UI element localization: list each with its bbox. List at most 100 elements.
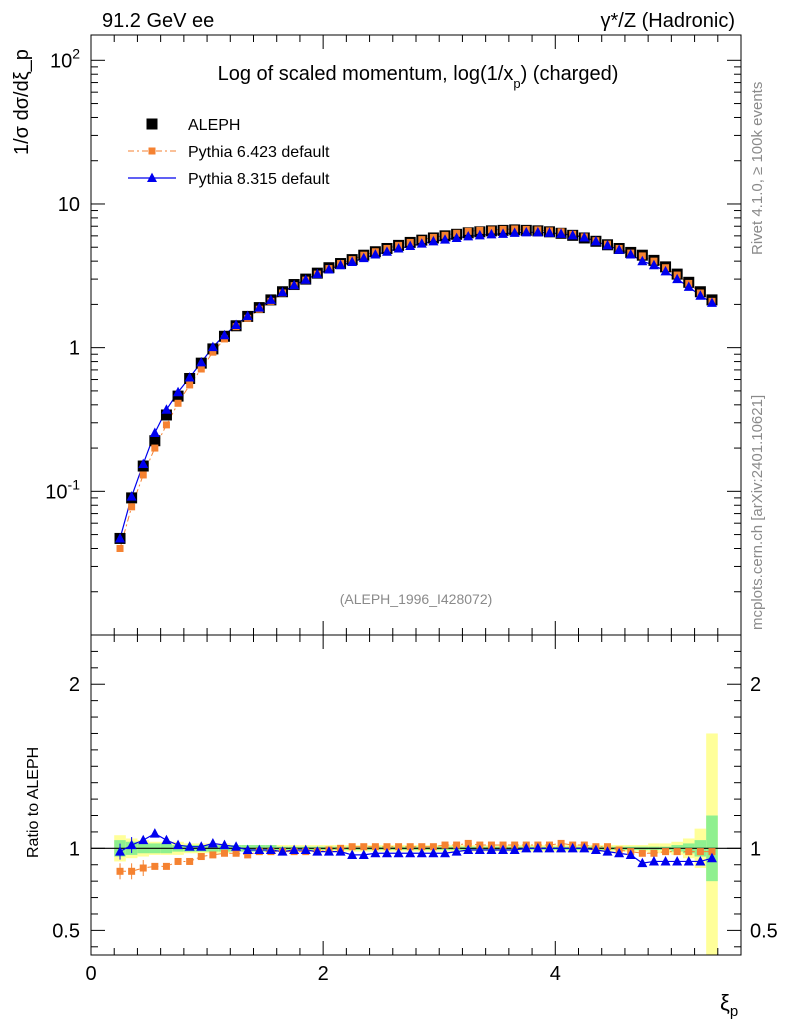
pythia6-point <box>128 503 136 511</box>
pythia6-point <box>197 365 205 373</box>
ratio-pythia6-point <box>128 867 136 875</box>
ratio-pythia8-point <box>521 842 532 853</box>
ratio-pythia8-point <box>300 844 311 855</box>
ratio-y-tick-label: 1 <box>69 838 80 860</box>
ratio-pythia8-point <box>474 844 485 855</box>
pythia8-point <box>300 274 311 284</box>
pythia8-point <box>219 329 230 340</box>
ratio-pythia6-point <box>453 841 461 849</box>
ratio-pythia8-point <box>184 841 195 851</box>
ratio-pythia8-point <box>149 828 160 838</box>
ratio-pythia8-point <box>532 842 543 853</box>
ratio-pythia8-point <box>196 841 207 851</box>
ratio-y-tick-label: 2 <box>69 674 80 696</box>
pythia8-point <box>556 228 567 238</box>
ratio-pythia8-point <box>672 856 683 866</box>
x-tick-label: 2 <box>318 963 329 985</box>
pythia8-point <box>498 228 509 238</box>
main-y-axis-label: 1/σ dσ/dξ_p <box>11 49 33 155</box>
ratio-pythia8-point <box>323 846 334 856</box>
x-tick-label: 4 <box>550 963 561 985</box>
ratio-pythia8-point <box>265 844 276 855</box>
ratio-y-axis-label: Ratio to ALEPH <box>25 747 42 858</box>
legend-pythia8-marker <box>147 172 157 183</box>
pythia8-point <box>474 229 485 240</box>
pythia8-point <box>602 239 613 250</box>
ratio-pythia6-point <box>395 843 403 851</box>
main-series <box>114 224 718 552</box>
ratio-pythia6-point <box>360 843 368 851</box>
ratio-pythia6-point <box>441 841 449 849</box>
legend-label: Pythia 8.315 default <box>188 171 330 188</box>
pythia6-point <box>139 471 147 479</box>
ratio-pythia8-point <box>695 856 706 866</box>
ratio-pythia6-point <box>464 839 472 847</box>
ratio-pythia8-point <box>486 844 497 855</box>
ratio-pythia6-point <box>174 857 182 865</box>
pythia8-line <box>119 231 713 539</box>
pythia8-point <box>440 234 451 244</box>
ratio-pythia8-point <box>277 846 288 856</box>
ratio-pythia6-point <box>220 849 228 857</box>
pythia8-point <box>648 259 659 270</box>
ratio-y-tick-label-right: 0.5 <box>750 920 778 942</box>
ratio-pythia6-point <box>383 843 391 851</box>
ratio-pythia8-point <box>370 847 381 858</box>
ratio-pythia6-point <box>348 843 356 851</box>
pythia8-point <box>231 319 242 329</box>
ratio-pythia8-point <box>637 857 648 868</box>
ratio-pythia6-point <box>197 853 205 861</box>
pythia8-point <box>625 249 636 259</box>
pythia8-point <box>567 229 578 240</box>
ratio-pythia8-point <box>683 856 694 866</box>
main-y-tick-label: 102 <box>50 45 80 72</box>
ratio-pythia8-point <box>393 847 404 858</box>
ratio-pythia6-point <box>662 848 670 856</box>
ratio-pythia6-point <box>406 843 414 851</box>
energy-label: 91.2 GeV ee <box>102 10 214 32</box>
ratio-pythia6-point <box>139 864 147 872</box>
pythia8-point <box>358 252 369 263</box>
ratio-pythia8-point <box>207 838 218 848</box>
pythia8-point <box>254 302 265 312</box>
x-axis-label: ξp <box>720 990 738 1020</box>
pythia8-point <box>126 491 137 501</box>
pythia8-point <box>242 310 253 321</box>
pythia8-point <box>660 265 671 276</box>
ratio-pythia8-point <box>138 834 149 845</box>
ratio-pythia8-point <box>625 849 636 859</box>
ratio-pythia6-point <box>151 862 159 870</box>
ratio-pythia8-point <box>544 842 555 853</box>
ratio-pythia6-point <box>650 849 658 857</box>
pythia8-point <box>416 238 427 248</box>
pythia8-point <box>672 273 683 284</box>
ratio-pythia8-point <box>231 841 242 851</box>
ratio-pythia8-point <box>706 852 717 863</box>
ratio-pythia6-point <box>638 849 646 857</box>
ratio-pythia8-point <box>416 847 427 858</box>
pythia8-point <box>532 226 543 237</box>
ratio-pythia6-point <box>186 857 194 865</box>
pythia8-point <box>370 249 381 259</box>
pythia8-point <box>579 232 590 242</box>
pythia8-point <box>115 533 126 543</box>
ratio-pythia8-point <box>161 834 172 845</box>
ratio-pythia6-point <box>371 843 379 851</box>
pythia8-point <box>405 240 416 251</box>
pythia8-point <box>486 228 497 239</box>
pythia8-point <box>196 356 207 367</box>
ratio-pythia8-point <box>126 839 137 850</box>
pythia6-point <box>186 381 194 389</box>
ratio-y-tick-label-right: 2 <box>750 674 761 696</box>
main-y-tick-label: 1 <box>69 338 80 360</box>
pythia8-point <box>312 268 323 279</box>
ratio-pythia8-point <box>173 839 184 850</box>
pythia6-point <box>151 444 159 452</box>
aleph-point <box>160 409 172 421</box>
ratio-pythia8-point <box>358 849 369 859</box>
ratio-pythia8-point <box>648 856 659 866</box>
mcplots-label: mcplots.cern.ch [arXiv:2401.10621] <box>749 395 766 630</box>
ratio-y-tick-label-right: 1 <box>750 838 761 860</box>
ratio-pythia6-point <box>673 848 681 856</box>
